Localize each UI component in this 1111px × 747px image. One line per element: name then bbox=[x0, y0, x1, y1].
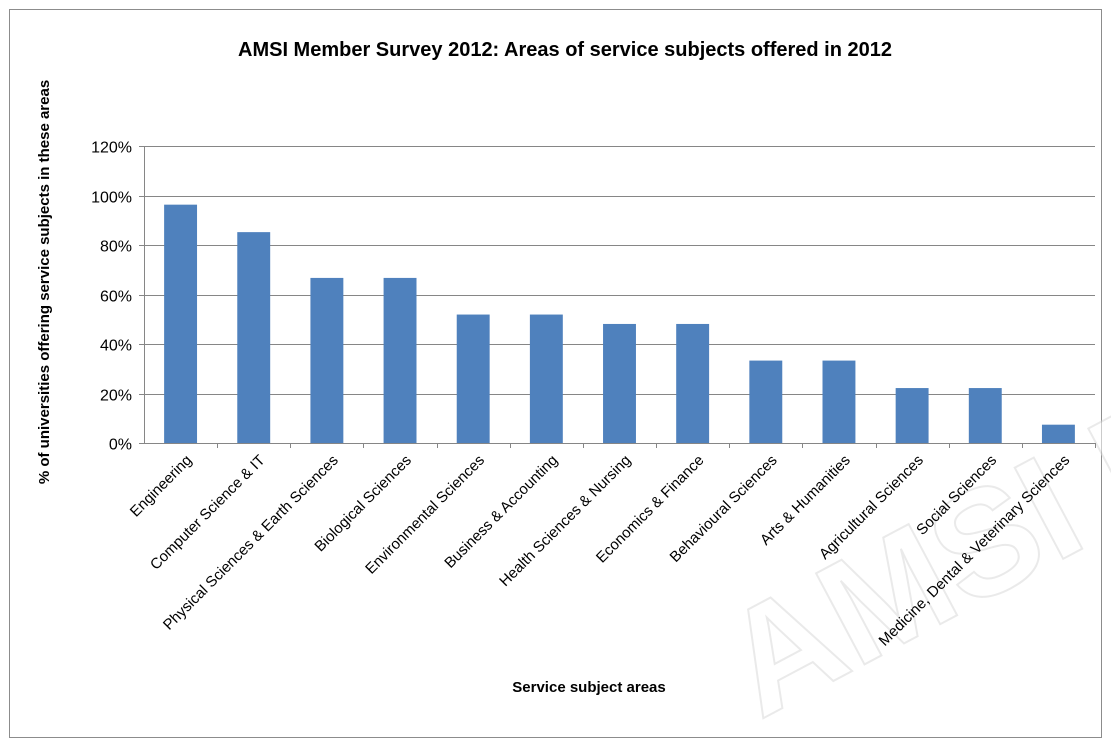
bar bbox=[1041, 424, 1075, 443]
chart-title: AMSI Member Survey 2012: Areas of servic… bbox=[238, 39, 892, 61]
bar bbox=[895, 388, 929, 443]
bar bbox=[383, 277, 417, 443]
bar bbox=[676, 323, 710, 443]
bar bbox=[237, 232, 271, 443]
bar bbox=[822, 360, 856, 443]
y-tick-label: 40% bbox=[100, 338, 132, 355]
y-tick-label: 60% bbox=[100, 289, 132, 306]
y-tick-label: 0% bbox=[109, 437, 132, 454]
y-tick-label: 100% bbox=[91, 190, 132, 207]
x-axis-label: Service subject areas bbox=[512, 679, 665, 696]
bar bbox=[968, 388, 1002, 443]
bar bbox=[456, 314, 490, 443]
bar bbox=[310, 277, 344, 443]
bar bbox=[529, 314, 563, 443]
axes bbox=[139, 146, 1095, 444]
bars bbox=[164, 204, 1096, 448]
y-tick-labels: 0% 20% 40% 60% 80% 100% 120% bbox=[91, 140, 132, 454]
bar bbox=[164, 204, 198, 443]
y-tick-label: 80% bbox=[100, 239, 132, 256]
bar bbox=[603, 323, 636, 443]
y-axis-label: % of universities offering service subje… bbox=[36, 80, 53, 484]
bar bbox=[749, 360, 783, 443]
y-tick-label: 20% bbox=[100, 388, 132, 405]
y-tick-label: 120% bbox=[91, 140, 132, 157]
